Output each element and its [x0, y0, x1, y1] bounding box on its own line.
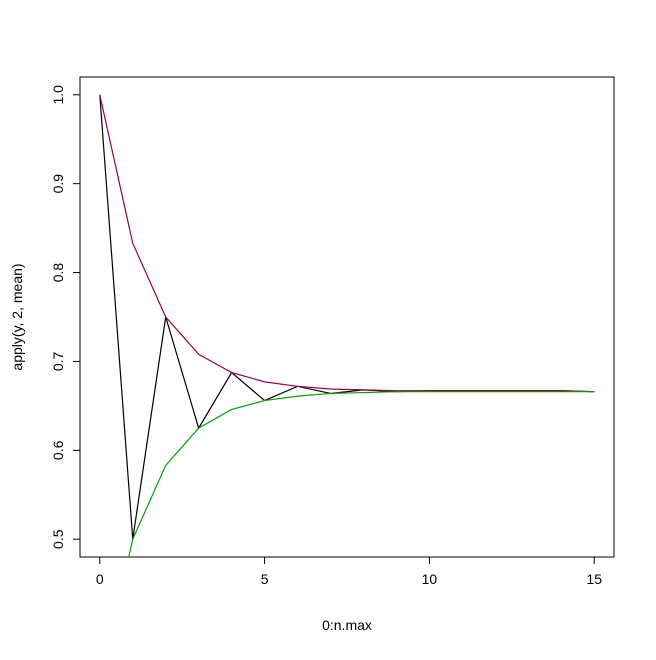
x-tick-label: 5 [261, 571, 269, 587]
series-line [128, 391, 595, 557]
y-tick-label: 1.0 [50, 85, 66, 105]
y-tick-label: 0.5 [50, 529, 66, 549]
x-tick-label: 0 [96, 571, 104, 587]
series-line [99, 94, 595, 393]
x-axis-label: 0:n.max [322, 617, 372, 633]
plot-box [79, 76, 615, 558]
y-tick-label: 0.9 [50, 174, 66, 194]
y-tick-label: 0.7 [50, 352, 66, 372]
series-line [99, 94, 595, 540]
y-tick-label: 0.8 [50, 263, 66, 283]
x-tick-label: 10 [422, 571, 438, 587]
y-axis-label: apply(y, 2, mean) [9, 263, 25, 370]
x-tick-label: 15 [586, 571, 602, 587]
y-tick-label: 0.6 [50, 440, 66, 460]
